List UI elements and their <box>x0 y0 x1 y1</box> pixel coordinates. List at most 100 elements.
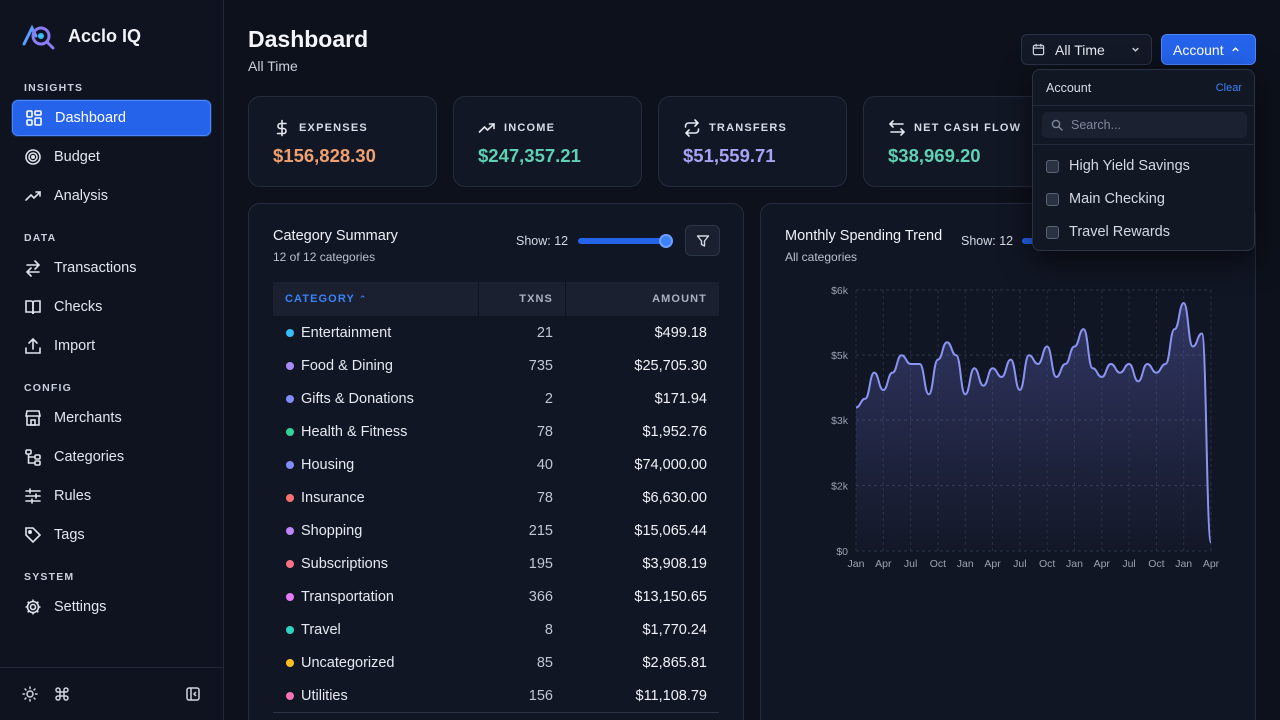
category-name: Shopping <box>301 523 363 539</box>
category-amount: $2,865.81 <box>642 655 707 671</box>
nav-item-dashboard[interactable]: Dashboard <box>12 100 211 136</box>
y-tick-label: $2k <box>831 481 849 493</box>
nav-item-budget[interactable]: Budget <box>12 139 211 175</box>
category-name: Subscriptions <box>301 556 389 572</box>
table-row[interactable]: Utilities 156 $11,108.79 <box>273 680 719 713</box>
slider-thumb[interactable] <box>659 234 673 248</box>
target-icon <box>25 149 41 165</box>
category-txns: 78 <box>536 490 553 506</box>
column-header-txns[interactable]: TXNS <box>519 293 553 305</box>
category-amount: $3,908.19 <box>642 556 707 572</box>
table-row[interactable]: Uncategorized 85 $2,865.81 <box>273 647 719 680</box>
time-range-select[interactable]: All Time <box>1021 34 1152 65</box>
nav-item-settings[interactable]: Settings <box>12 589 211 625</box>
account-search-input[interactable]: Search... <box>1042 112 1247 138</box>
nav-item-tags[interactable]: Tags <box>12 517 211 553</box>
x-tick-label: Jul <box>1013 558 1026 570</box>
upload-icon <box>25 337 41 354</box>
checkbox[interactable] <box>1046 225 1059 239</box>
stat-value: $38,969.20 <box>888 145 981 166</box>
panel-subtitle: 12 of 12 categories <box>273 250 376 264</box>
category-name: Utilities <box>301 688 348 704</box>
column-header-amount[interactable]: AMOUNT <box>652 293 707 305</box>
chevron-up-icon <box>1231 47 1239 52</box>
nav-item-analysis[interactable]: Analysis <box>12 178 211 214</box>
category-txns: 21 <box>536 325 553 341</box>
nav-item-import[interactable]: Import <box>12 328 211 364</box>
option-label: Travel Rewards <box>1069 224 1170 240</box>
dropdown-header: Account Clear <box>1033 70 1254 106</box>
panel-title: Category Summary <box>273 228 398 244</box>
stat-card-income: INCOME $247,357.21 <box>453 96 642 187</box>
category-amount: $1,770.24 <box>642 622 707 638</box>
category-color-dot <box>286 692 294 700</box>
show-count-label: Show: 12 <box>961 234 1014 248</box>
account-option-high-yield-savings[interactable]: High Yield Savings <box>1046 156 1190 176</box>
category-txns: 85 <box>536 655 553 671</box>
table-row[interactable]: Shopping 215 $15,065.44 <box>273 515 719 548</box>
clear-button[interactable]: Clear <box>1215 82 1242 94</box>
category-txns: 40 <box>536 457 553 473</box>
nav-item-categories[interactable]: Categories <box>12 439 211 475</box>
x-tick-label: Jan <box>848 558 865 570</box>
stat-value: $156,828.30 <box>273 145 376 166</box>
x-tick-label: Jan <box>957 558 974 570</box>
table-row[interactable]: Insurance 78 $6,630.00 <box>273 482 719 515</box>
table-row[interactable]: Subscriptions 195 $3,908.19 <box>273 548 719 581</box>
y-tick-label: $3k <box>831 415 849 427</box>
nav-item-label: Dashboard <box>55 110 126 126</box>
tree-icon <box>25 449 41 466</box>
stat-label: TRANSFERS <box>709 122 788 134</box>
dollar-icon <box>276 119 287 137</box>
account-option-main-checking[interactable]: Main Checking <box>1046 189 1165 209</box>
category-amount: $15,065.44 <box>634 523 707 539</box>
account-button-label: Account <box>1173 41 1224 58</box>
sun-icon[interactable] <box>22 686 38 702</box>
table-row[interactable]: Transportation 366 $13,150.65 <box>273 581 719 614</box>
column-header-category[interactable]: CATEGORY ⌃ <box>285 293 368 305</box>
table-row[interactable]: Gifts & Donations 2 $171.94 <box>273 383 719 416</box>
category-txns: 78 <box>536 424 553 440</box>
nav-section-config: CONFIG <box>24 382 73 394</box>
table-row[interactable]: Travel 8 $1,770.24 <box>273 614 719 647</box>
category-name: Food & Dining <box>301 358 393 374</box>
stat-card-transfers: TRANSFERS $51,559.71 <box>658 96 847 187</box>
series-area <box>856 303 1211 551</box>
account-option-travel-rewards[interactable]: Travel Rewards <box>1046 222 1170 242</box>
y-tick-label: $0 <box>836 546 848 558</box>
dashboard-icon <box>26 110 42 126</box>
command-icon[interactable] <box>54 686 70 702</box>
x-tick-label: Oct <box>1148 558 1164 570</box>
table-row[interactable]: Entertainment 21 $499.18 <box>273 317 719 350</box>
nav-section-insights: INSIGHTS <box>24 82 84 94</box>
column-divider <box>478 282 479 316</box>
nav-item-checks[interactable]: Checks <box>12 289 211 325</box>
category-color-dot <box>286 428 294 436</box>
nav-item-label: Categories <box>54 449 125 465</box>
category-txns: 2 <box>544 391 553 407</box>
category-color-dot <box>286 494 294 502</box>
y-tick-label: $5k <box>831 350 849 362</box>
nav-item-transactions[interactable]: Transactions <box>12 250 211 286</box>
category-amount: $6,630.00 <box>642 490 707 506</box>
monthly-trend-panel: Monthly Spending Trend All categories Sh… <box>760 203 1256 720</box>
filter-button[interactable] <box>685 225 720 256</box>
category-color-dot <box>286 626 294 634</box>
category-txns: 366 <box>528 589 553 605</box>
nav-item-rules[interactable]: Rules <box>12 478 211 514</box>
x-tick-label: Jul <box>1122 558 1135 570</box>
table-row[interactable]: Health & Fitness 78 $1,952.76 <box>273 416 719 449</box>
category-color-dot <box>286 593 294 601</box>
page-title: Dashboard <box>248 26 369 52</box>
table-row[interactable]: Housing 40 $74,000.00 <box>273 449 719 482</box>
time-range-label: All Time <box>1055 41 1105 58</box>
checkbox[interactable] <box>1046 192 1059 206</box>
x-tick-label: Apr <box>1094 558 1111 570</box>
app-logo[interactable]: Acclo IQ <box>22 22 141 50</box>
collapse-sidebar-icon[interactable] <box>185 686 201 702</box>
nav-item-merchants[interactable]: Merchants <box>12 400 211 436</box>
checkbox[interactable] <box>1046 159 1059 173</box>
account-filter-button[interactable]: Account <box>1161 34 1256 65</box>
store-icon <box>25 410 41 426</box>
table-row[interactable]: Food & Dining 735 $25,705.30 <box>273 350 719 383</box>
